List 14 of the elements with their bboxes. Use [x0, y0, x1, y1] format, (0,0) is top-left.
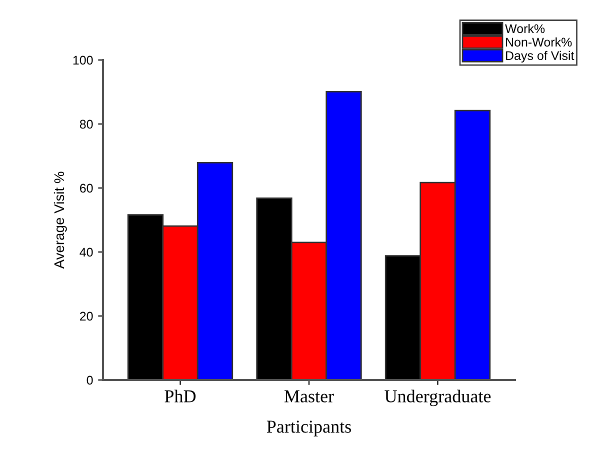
legend-label: Non-Work% [506, 37, 572, 47]
legend-label: Work% [505, 24, 545, 34]
y-axis-title: Average Visit % [54, 172, 67, 269]
y-tick-label: 0 [86, 376, 93, 385]
x-tick-label: Master [284, 390, 334, 402]
y-tick-label: 60 [80, 184, 93, 193]
x-axis-title: Participants [266, 420, 351, 436]
x-tick-label: PhD [164, 390, 196, 402]
legend-label: Days of Visit [506, 50, 574, 63]
y-tick-label: 100 [73, 56, 93, 65]
x-tick-label: Undergraduate [384, 390, 491, 406]
y-tick-label: 20 [80, 312, 93, 321]
y-tick-label: 40 [80, 248, 93, 257]
y-tick-label: 80 [80, 120, 93, 129]
